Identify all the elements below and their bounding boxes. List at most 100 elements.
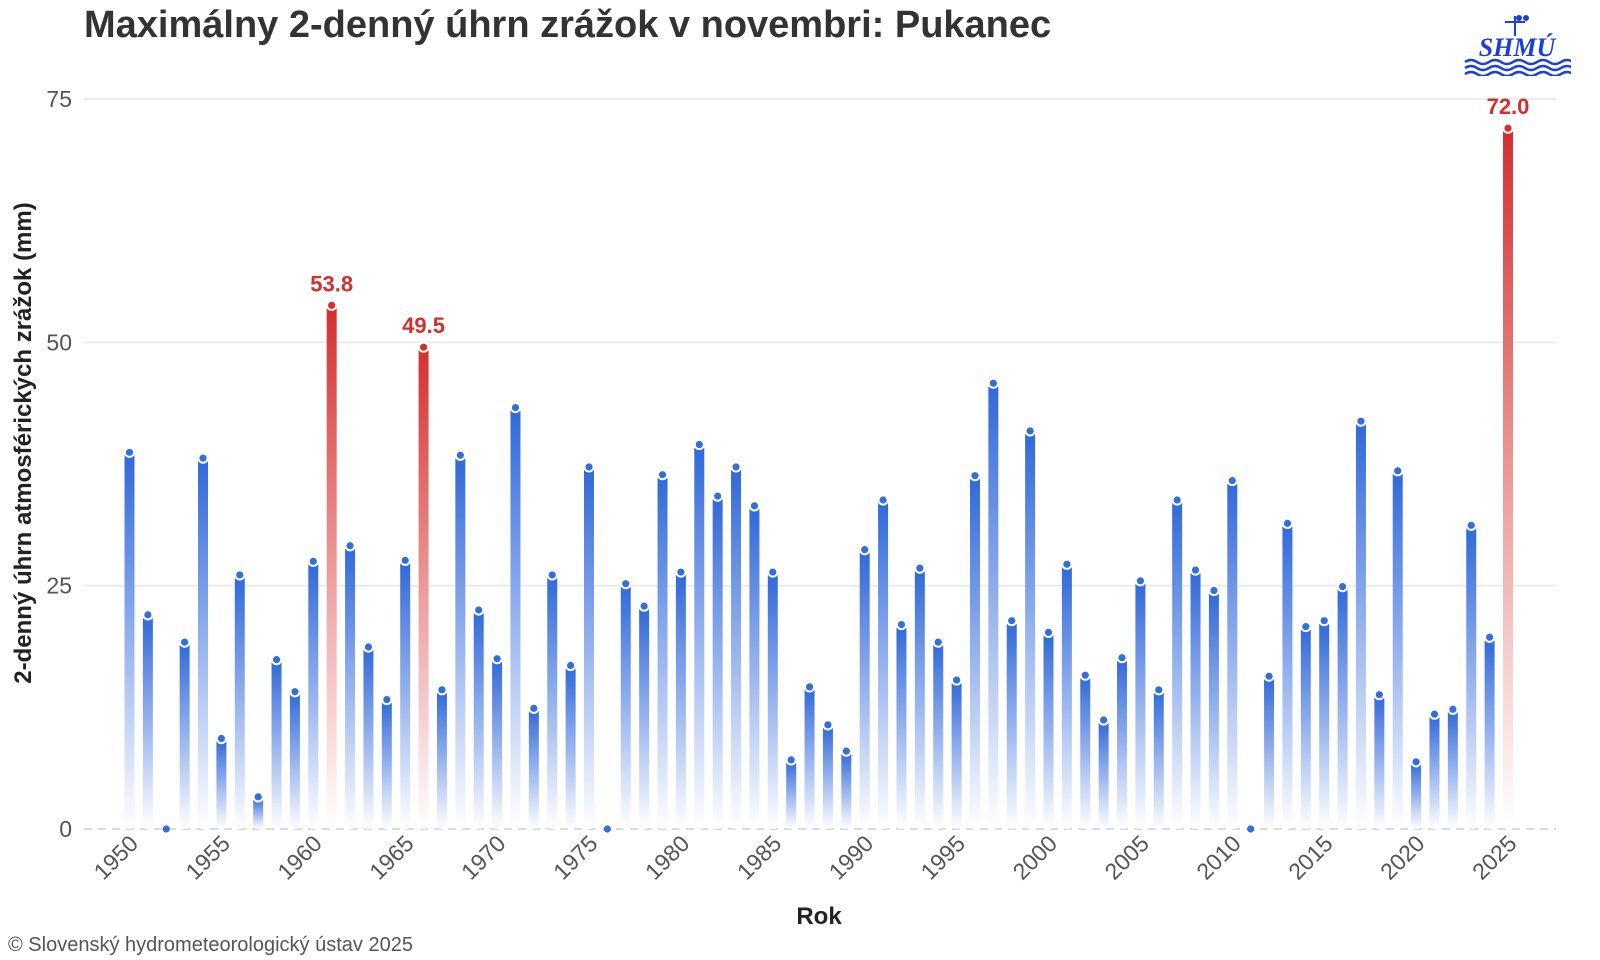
bar-1979 bbox=[657, 474, 668, 829]
point-1972 bbox=[528, 702, 540, 714]
x-tick-label: 1985 bbox=[732, 830, 787, 885]
point-1968 bbox=[454, 449, 466, 461]
bar-1955 bbox=[216, 738, 227, 829]
bar-1998 bbox=[1006, 620, 1017, 829]
x-tick-label: 2000 bbox=[1007, 830, 1062, 885]
point-2024 bbox=[1484, 631, 1496, 643]
point-1986 bbox=[785, 754, 797, 766]
bar-2007 bbox=[1172, 500, 1183, 829]
bars bbox=[123, 122, 1514, 833]
bar-1974 bbox=[565, 665, 576, 829]
point-1961 bbox=[326, 299, 338, 311]
point-1960 bbox=[307, 555, 319, 567]
point-1956 bbox=[234, 569, 246, 581]
bar-1982 bbox=[712, 496, 723, 829]
bar-1975 bbox=[584, 466, 594, 829]
waves-icon bbox=[1464, 58, 1571, 76]
point-2016 bbox=[1336, 581, 1349, 593]
y-axis-title: 2-denný úhrn atmosférických zrážok (mm) bbox=[10, 202, 37, 683]
point-1954 bbox=[197, 452, 209, 464]
bar-2008 bbox=[1190, 570, 1201, 829]
x-tick-label: 1990 bbox=[824, 830, 879, 885]
x-axis-title: Rok bbox=[796, 903, 842, 930]
point-2004 bbox=[1116, 652, 1128, 664]
point-1988 bbox=[822, 719, 834, 731]
point-2005 bbox=[1134, 575, 1147, 587]
point-2010 bbox=[1226, 474, 1238, 487]
point-1987 bbox=[803, 681, 816, 693]
point-1996 bbox=[969, 470, 981, 482]
bar-1995 bbox=[951, 680, 962, 829]
point-1957 bbox=[252, 791, 264, 803]
point-1964 bbox=[381, 693, 393, 706]
bar-2020 bbox=[1411, 761, 1422, 829]
bar-1967 bbox=[436, 689, 447, 829]
point-1973 bbox=[546, 569, 558, 581]
point-1990 bbox=[859, 544, 871, 556]
x-tick-label: 2025 bbox=[1467, 830, 1522, 885]
x-tick-label: 1970 bbox=[456, 830, 511, 885]
point-1992 bbox=[895, 619, 908, 631]
x-tick-label: 2010 bbox=[1191, 830, 1246, 885]
x-tick-label: 1950 bbox=[88, 830, 143, 885]
bar-1958 bbox=[271, 659, 282, 829]
point-2022 bbox=[1447, 703, 1459, 715]
bar-1978 bbox=[639, 606, 650, 829]
point-2020 bbox=[1410, 756, 1422, 768]
bar-1951 bbox=[142, 614, 153, 829]
bar-2001 bbox=[1061, 564, 1072, 829]
point-2001 bbox=[1061, 558, 1073, 570]
bar-1996 bbox=[969, 475, 980, 829]
x-tick-label: 2020 bbox=[1375, 830, 1430, 885]
bar-1973 bbox=[547, 574, 558, 829]
bar-1956 bbox=[234, 574, 245, 829]
point-1952 bbox=[162, 825, 170, 833]
bar-2025 bbox=[1503, 128, 1513, 829]
bar-1993 bbox=[914, 568, 925, 829]
bar-2015 bbox=[1319, 620, 1330, 829]
point-1966 bbox=[417, 341, 430, 353]
copyright-text: © Slovenský hydrometeorologický ústav 20… bbox=[8, 934, 413, 956]
bar-1980 bbox=[675, 572, 686, 829]
bar-1963 bbox=[363, 646, 374, 829]
point-1967 bbox=[436, 684, 448, 696]
bar-2022 bbox=[1447, 709, 1458, 829]
bar-1969 bbox=[473, 610, 484, 829]
y-tick-label: 50 bbox=[46, 329, 72, 355]
data-label-2025: 72.0 bbox=[1487, 94, 1530, 119]
point-1963 bbox=[362, 641, 375, 653]
point-2000 bbox=[1042, 626, 1055, 638]
bar-1984 bbox=[749, 505, 760, 829]
point-1976 bbox=[603, 825, 611, 833]
point-1991 bbox=[877, 494, 889, 506]
bar-1957 bbox=[253, 796, 264, 829]
bar-1994 bbox=[933, 642, 944, 829]
chart-title: Maximálny 2-denný úhrn zrážok v novembri… bbox=[84, 4, 1052, 46]
point-1983 bbox=[730, 461, 742, 473]
x-tick-label: 1995 bbox=[916, 830, 971, 885]
bar-1999 bbox=[1025, 430, 1036, 829]
point-1998 bbox=[1006, 615, 1018, 627]
bar-1971 bbox=[510, 407, 521, 829]
point-1978 bbox=[638, 600, 650, 612]
point-1958 bbox=[270, 654, 283, 666]
point-2002 bbox=[1079, 669, 1091, 681]
point-1981 bbox=[693, 438, 705, 451]
data-label-1961: 53.8 bbox=[310, 271, 353, 296]
point-1959 bbox=[289, 686, 301, 698]
x-tick-label: 1955 bbox=[180, 830, 235, 885]
bar-2018 bbox=[1374, 694, 1385, 829]
point-1980 bbox=[675, 566, 687, 578]
bar-1966 bbox=[418, 347, 429, 829]
bar-2004 bbox=[1117, 657, 1128, 829]
bar-1990 bbox=[859, 549, 870, 829]
bar-1992 bbox=[896, 624, 907, 829]
x-tick-label: 2015 bbox=[1283, 830, 1338, 885]
bar-1970 bbox=[492, 658, 503, 829]
data-label-1966: 49.5 bbox=[402, 313, 445, 338]
y-tick-label: 75 bbox=[46, 86, 72, 112]
x-tick-label: 2005 bbox=[1099, 830, 1154, 885]
bar-1954 bbox=[198, 458, 209, 829]
bar-1961 bbox=[326, 305, 337, 829]
